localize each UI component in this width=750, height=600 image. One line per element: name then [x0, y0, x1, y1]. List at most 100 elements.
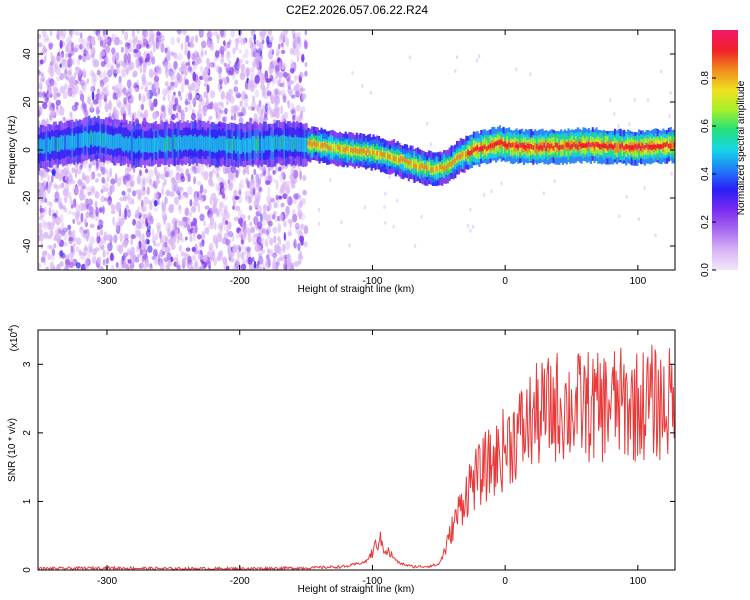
- noise-blob: [287, 263, 293, 270]
- ridge-cell: [142, 138, 145, 153]
- noise-blob: [141, 260, 144, 269]
- noise-blob: [161, 244, 165, 250]
- noise-blob: [204, 49, 207, 56]
- noise-blob: [70, 232, 75, 237]
- noise-blob: [195, 88, 199, 96]
- x-tick-label: 0: [502, 276, 508, 287]
- noise-blob: [174, 196, 179, 205]
- noise-blob: [216, 211, 220, 217]
- ridge-cell: [405, 158, 409, 163]
- noise-blob: [204, 77, 210, 83]
- noise-blob: [284, 35, 289, 45]
- noise-blob: [90, 172, 93, 181]
- noise-blob: [222, 256, 227, 265]
- noise-blob: [256, 236, 262, 245]
- noise-blob: [153, 207, 159, 212]
- ridge-cell: [279, 135, 282, 151]
- noise-blob: [278, 166, 282, 172]
- ridge-cell: [352, 148, 355, 153]
- noise-blob: [42, 44, 47, 54]
- noise-blob: [280, 184, 285, 194]
- noise-blob: [267, 106, 273, 115]
- noise-blob: [104, 93, 108, 103]
- noise-blob: [234, 79, 239, 85]
- noise-blob: [218, 207, 223, 213]
- noise-blob: [211, 251, 216, 257]
- ridge-cell: [541, 145, 544, 151]
- ridge-cell: [41, 139, 44, 154]
- noise-blob: [148, 169, 154, 178]
- noise-blob: [290, 168, 294, 177]
- noise-blob: [98, 240, 104, 250]
- noise-blob: [258, 177, 262, 186]
- noise-blob: [48, 101, 52, 110]
- noise-blob: [475, 58, 479, 63]
- noise-blob: [157, 254, 160, 263]
- noise-blob: [273, 202, 278, 209]
- noise-blob: [260, 83, 266, 91]
- noise-blob: [86, 186, 91, 192]
- noise-blob: [160, 173, 166, 180]
- noise-blob: [159, 261, 165, 270]
- noise-blob: [155, 179, 161, 184]
- ridge-cell: [168, 136, 171, 151]
- noise-blob: [74, 102, 79, 107]
- noise-blob: [118, 39, 123, 45]
- noise-blob: [61, 205, 66, 210]
- ridge-cell: [545, 140, 548, 151]
- noise-blob: [42, 180, 47, 187]
- ridge-cell: [457, 154, 461, 160]
- noise-blob: [249, 67, 255, 72]
- noise-blob: [206, 103, 213, 110]
- noise-blob: [304, 62, 308, 67]
- noise-blob: [61, 252, 66, 259]
- noise-blob: [167, 85, 172, 91]
- noise-blob: [197, 58, 203, 64]
- noise-blob: [172, 94, 176, 100]
- ridge-cell: [398, 158, 401, 163]
- ridge-peak: [652, 144, 658, 149]
- noise-blob: [96, 256, 102, 264]
- spectrogram-y-label: Frequency (Hz): [7, 116, 18, 185]
- noise-blob: [270, 36, 274, 41]
- noise-blob: [304, 38, 307, 48]
- ridge-cell: [249, 138, 252, 153]
- noise-blob: [239, 252, 246, 261]
- noise-blob: [281, 171, 286, 179]
- noise-blob: [240, 263, 247, 270]
- ridge-cell: [65, 135, 69, 150]
- noise-blob: [296, 31, 302, 38]
- ridge-cell: [422, 165, 425, 171]
- noise-blob: [151, 35, 155, 46]
- noise-blob: [202, 111, 207, 117]
- noise-blob: [190, 35, 194, 43]
- noise-blob: [107, 192, 112, 197]
- noise-blob: [173, 55, 179, 61]
- noise-blob: [139, 218, 145, 224]
- noise-blob: [79, 187, 84, 195]
- noise-blob: [103, 76, 110, 83]
- ridge-cell: [353, 147, 356, 153]
- noise-blob: [226, 164, 232, 174]
- noise-blob: [176, 30, 182, 35]
- noise-blob: [299, 87, 306, 92]
- noise-blob: [81, 100, 85, 109]
- noise-blob: [130, 267, 133, 270]
- noise-blob: [191, 112, 196, 121]
- noise-blob: [293, 261, 299, 267]
- noise-blob: [81, 56, 87, 61]
- noise-blob: [124, 31, 129, 41]
- noise-blob: [224, 107, 228, 115]
- ridge-cell: [342, 147, 345, 153]
- noise-blob: [167, 261, 171, 270]
- noise-blob: [255, 52, 261, 61]
- noise-blob: [44, 221, 50, 226]
- noise-blob: [149, 215, 154, 225]
- ridge-cell: [673, 142, 675, 148]
- noise-blob: [285, 205, 290, 216]
- ridge-cell: [244, 139, 247, 154]
- noise-blob: [94, 191, 100, 199]
- ridge-cell: [543, 142, 546, 148]
- noise-blob: [90, 102, 94, 112]
- noise-blob: [184, 100, 191, 105]
